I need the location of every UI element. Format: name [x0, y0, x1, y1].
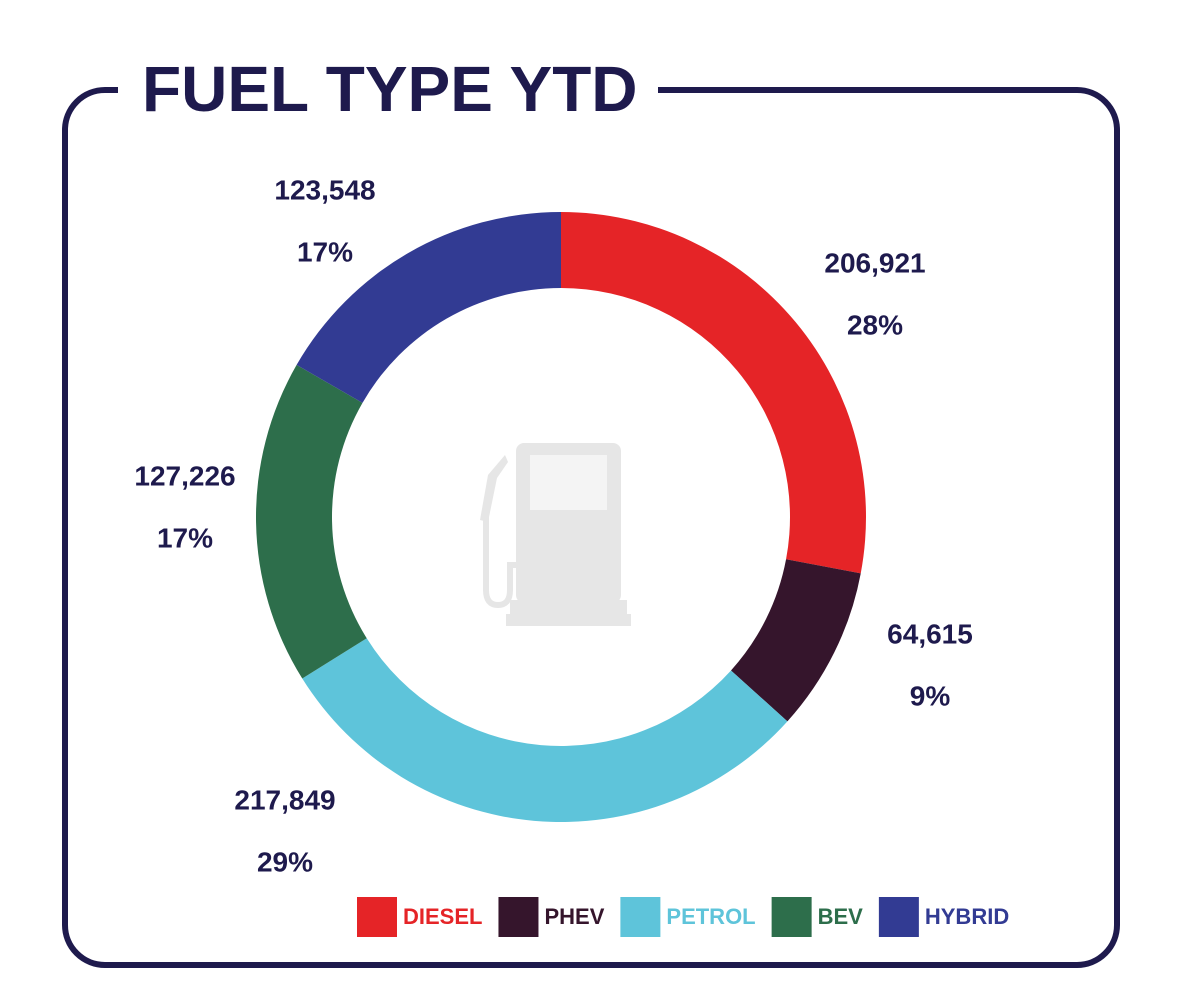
percent-label: 9% [910, 680, 951, 711]
legend-swatch [620, 897, 661, 937]
frame [62, 87, 1120, 968]
donut-slice [296, 212, 561, 403]
chart-title: FUEL TYPE YTD [142, 53, 638, 125]
value-label: 123,548 [274, 174, 375, 205]
value-label: 127,226 [134, 460, 235, 491]
legend-label: PHEV [544, 904, 604, 929]
legend-label: BEV [818, 904, 864, 929]
legend-swatch [878, 897, 919, 937]
donut-slice [302, 638, 788, 822]
donut-slice [255, 364, 367, 679]
legend-label: DIESEL [403, 904, 482, 929]
percent-label: 28% [847, 309, 903, 340]
donut-slice [730, 559, 861, 722]
legend-label: HYBRID [925, 904, 1009, 929]
legend-swatch [498, 897, 539, 937]
legend-swatch [357, 897, 397, 937]
fuel-pump-icon [480, 443, 631, 626]
donut-slice [561, 212, 866, 574]
percent-label: 17% [297, 236, 353, 267]
value-label: 217,849 [234, 784, 335, 815]
value-label: 64,615 [887, 618, 973, 649]
legend-label: PETROL [666, 904, 755, 929]
value-label: 206,921 [824, 247, 925, 278]
percent-label: 17% [157, 522, 213, 553]
percent-label: 29% [257, 846, 313, 877]
legend-swatch [771, 897, 812, 937]
